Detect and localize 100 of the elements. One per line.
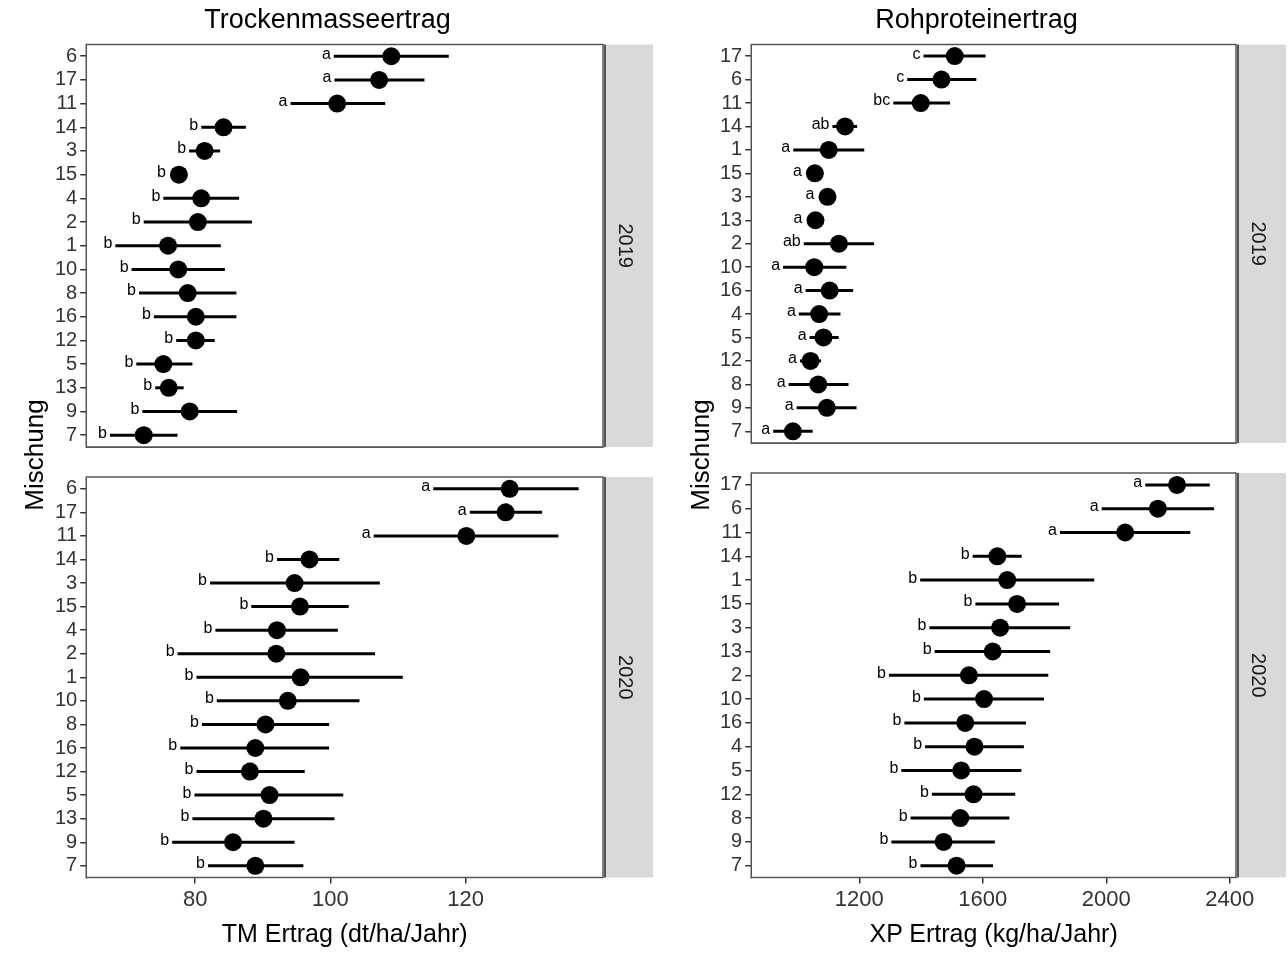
- annotation: a: [321, 44, 331, 62]
- y-tick-label: 4: [66, 617, 78, 640]
- point: [818, 187, 837, 206]
- point: [1168, 475, 1187, 494]
- y-tick-label: 9: [731, 395, 743, 418]
- annotation: b: [922, 639, 932, 657]
- y-tick-label: 5: [66, 351, 78, 374]
- annotation: b: [963, 592, 973, 610]
- annotation: b: [196, 854, 206, 872]
- y-tick-label: 9: [66, 398, 78, 421]
- annotation: b: [879, 830, 889, 848]
- point: [952, 761, 971, 780]
- point: [290, 597, 309, 616]
- point: [246, 856, 265, 875]
- y-tick-label: 2: [731, 662, 743, 685]
- annotation: a: [793, 279, 803, 296]
- annotation: a: [781, 138, 791, 156]
- annotation: b: [913, 735, 923, 753]
- annotation: c: [912, 44, 921, 62]
- annotation: b: [141, 305, 151, 323]
- annotation: b: [177, 139, 187, 157]
- point: [192, 189, 211, 208]
- point: [457, 526, 476, 545]
- point: [240, 762, 259, 781]
- y-axis-title: Mischung: [684, 399, 716, 511]
- point: [810, 305, 829, 324]
- y-tick-label: 17: [720, 43, 743, 66]
- annotation: b: [160, 830, 170, 848]
- annotation: b: [917, 616, 927, 634]
- y-tick-label: 11: [721, 520, 743, 543]
- annotation: b: [151, 186, 161, 204]
- point: [947, 856, 966, 875]
- annotation: b: [184, 759, 194, 777]
- y-tick-label: 6: [731, 496, 743, 519]
- annotation: b: [204, 689, 214, 707]
- annotation: ab: [782, 232, 801, 250]
- point: [246, 738, 265, 757]
- annotation: b: [190, 712, 199, 730]
- point: [159, 378, 178, 397]
- y-tick-label: 7: [66, 422, 78, 445]
- point: [267, 621, 286, 640]
- annotation: b: [265, 547, 275, 565]
- annotation: c: [896, 67, 905, 85]
- annotation: b: [203, 618, 213, 636]
- y-tick-label: 2: [66, 209, 78, 232]
- y-tick-label: 14: [55, 114, 78, 137]
- annotation: a: [1089, 497, 1099, 515]
- y-tick-label: 6: [66, 43, 78, 66]
- point: [328, 94, 347, 113]
- annotation: a: [1133, 473, 1143, 491]
- y-tick-label: 1: [66, 664, 78, 687]
- y2-axis-title: 2019: [1248, 221, 1271, 266]
- point: [998, 571, 1017, 590]
- point: [260, 786, 279, 805]
- point: [959, 666, 978, 685]
- y-tick-label: 4: [66, 185, 78, 208]
- point: [805, 258, 824, 277]
- y2-axis-title: 2020: [1248, 653, 1271, 698]
- y-tick-label: 10: [55, 256, 78, 279]
- y-tick-label: 5: [66, 782, 78, 805]
- y-tick-label: 2: [66, 641, 78, 664]
- annotation: a: [797, 325, 807, 343]
- y-tick-label: 6: [66, 476, 78, 499]
- point: [500, 479, 519, 498]
- y-tick-label: 13: [720, 207, 743, 230]
- point: [805, 164, 824, 183]
- point: [975, 690, 994, 709]
- point: [964, 785, 983, 804]
- point: [300, 550, 319, 569]
- y-tick-label: 3: [731, 184, 743, 207]
- point: [932, 70, 951, 89]
- point: [382, 47, 401, 66]
- annotation: b: [919, 782, 929, 800]
- point: [819, 140, 838, 159]
- point: [820, 281, 839, 300]
- annotation: b: [198, 571, 208, 589]
- y-tick-label: 4: [731, 301, 743, 324]
- annotation: b: [908, 568, 918, 586]
- y-tick-label: 12: [720, 348, 743, 371]
- y-tick-label: 8: [731, 805, 743, 828]
- y-tick-label: 5: [731, 758, 743, 781]
- point: [988, 547, 1007, 566]
- chart-title: Rohproteinertrag: [875, 3, 1078, 34]
- y-tick-label: 16: [720, 278, 743, 301]
- annotation: a: [278, 92, 288, 110]
- chart-title: Trockenmasseertrag: [204, 3, 451, 34]
- y-tick-label: 3: [66, 138, 78, 161]
- point: [801, 351, 820, 370]
- annotation: b: [143, 376, 153, 394]
- x-tick-label: 1600: [958, 885, 1008, 911]
- point: [817, 398, 836, 417]
- y-tick-label: 8: [66, 711, 78, 734]
- y-tick-label: 14: [55, 546, 78, 569]
- annotation: b: [130, 399, 140, 417]
- point: [267, 644, 286, 663]
- point: [911, 94, 930, 113]
- point: [188, 213, 207, 232]
- x-tick-label: 120: [447, 885, 485, 911]
- annotation: b: [157, 163, 166, 181]
- point: [983, 642, 1002, 661]
